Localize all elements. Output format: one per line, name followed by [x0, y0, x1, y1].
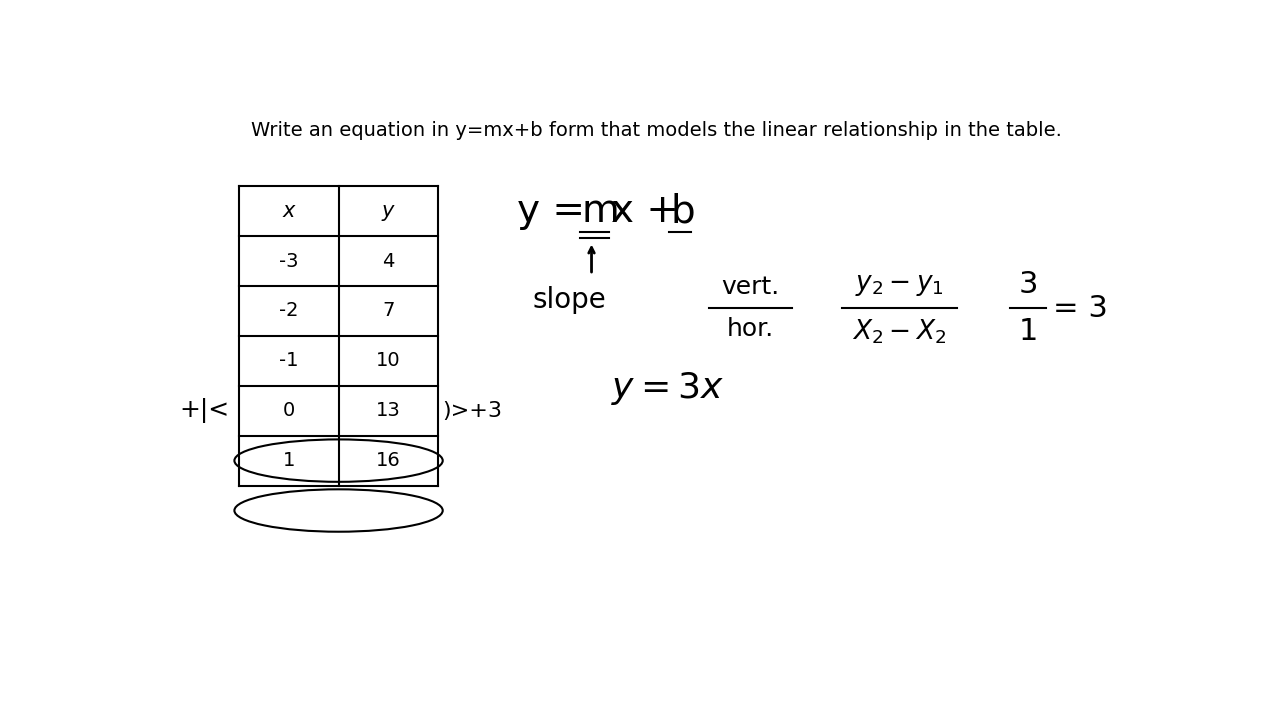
Text: Write an equation in y=mx+b form that models the linear relationship in the tabl: Write an equation in y=mx+b form that mo…	[251, 121, 1061, 140]
Text: = 3: = 3	[1053, 294, 1107, 323]
Text: -3: -3	[279, 251, 298, 271]
Text: 4: 4	[381, 251, 394, 271]
Text: 0: 0	[283, 401, 296, 420]
Text: b: b	[671, 192, 695, 230]
Text: vert.: vert.	[721, 275, 780, 299]
Text: x: x	[283, 201, 296, 221]
Text: 1: 1	[283, 451, 296, 470]
Text: 7: 7	[381, 302, 394, 320]
Text: $X_2 - X_2$: $X_2 - X_2$	[852, 318, 946, 346]
Text: hor.: hor.	[727, 318, 774, 341]
Text: 16: 16	[376, 451, 401, 470]
Text: slope: slope	[532, 286, 605, 314]
Text: 1: 1	[1019, 317, 1038, 346]
Text: y =: y =	[517, 192, 585, 230]
Text: 13: 13	[376, 401, 401, 420]
Text: $y_2 - y_1$: $y_2 - y_1$	[855, 272, 943, 298]
Text: )>+3: )>+3	[443, 401, 503, 420]
Text: -2: -2	[279, 302, 298, 320]
Text: 10: 10	[376, 351, 401, 370]
Text: +|<: +|<	[179, 398, 229, 423]
Text: y: y	[381, 201, 394, 221]
Text: m: m	[581, 192, 620, 230]
Text: 3: 3	[1019, 271, 1038, 300]
Text: $y = 3x$: $y = 3x$	[612, 370, 724, 407]
Text: -1: -1	[279, 351, 298, 370]
Text: x +: x +	[612, 192, 680, 230]
